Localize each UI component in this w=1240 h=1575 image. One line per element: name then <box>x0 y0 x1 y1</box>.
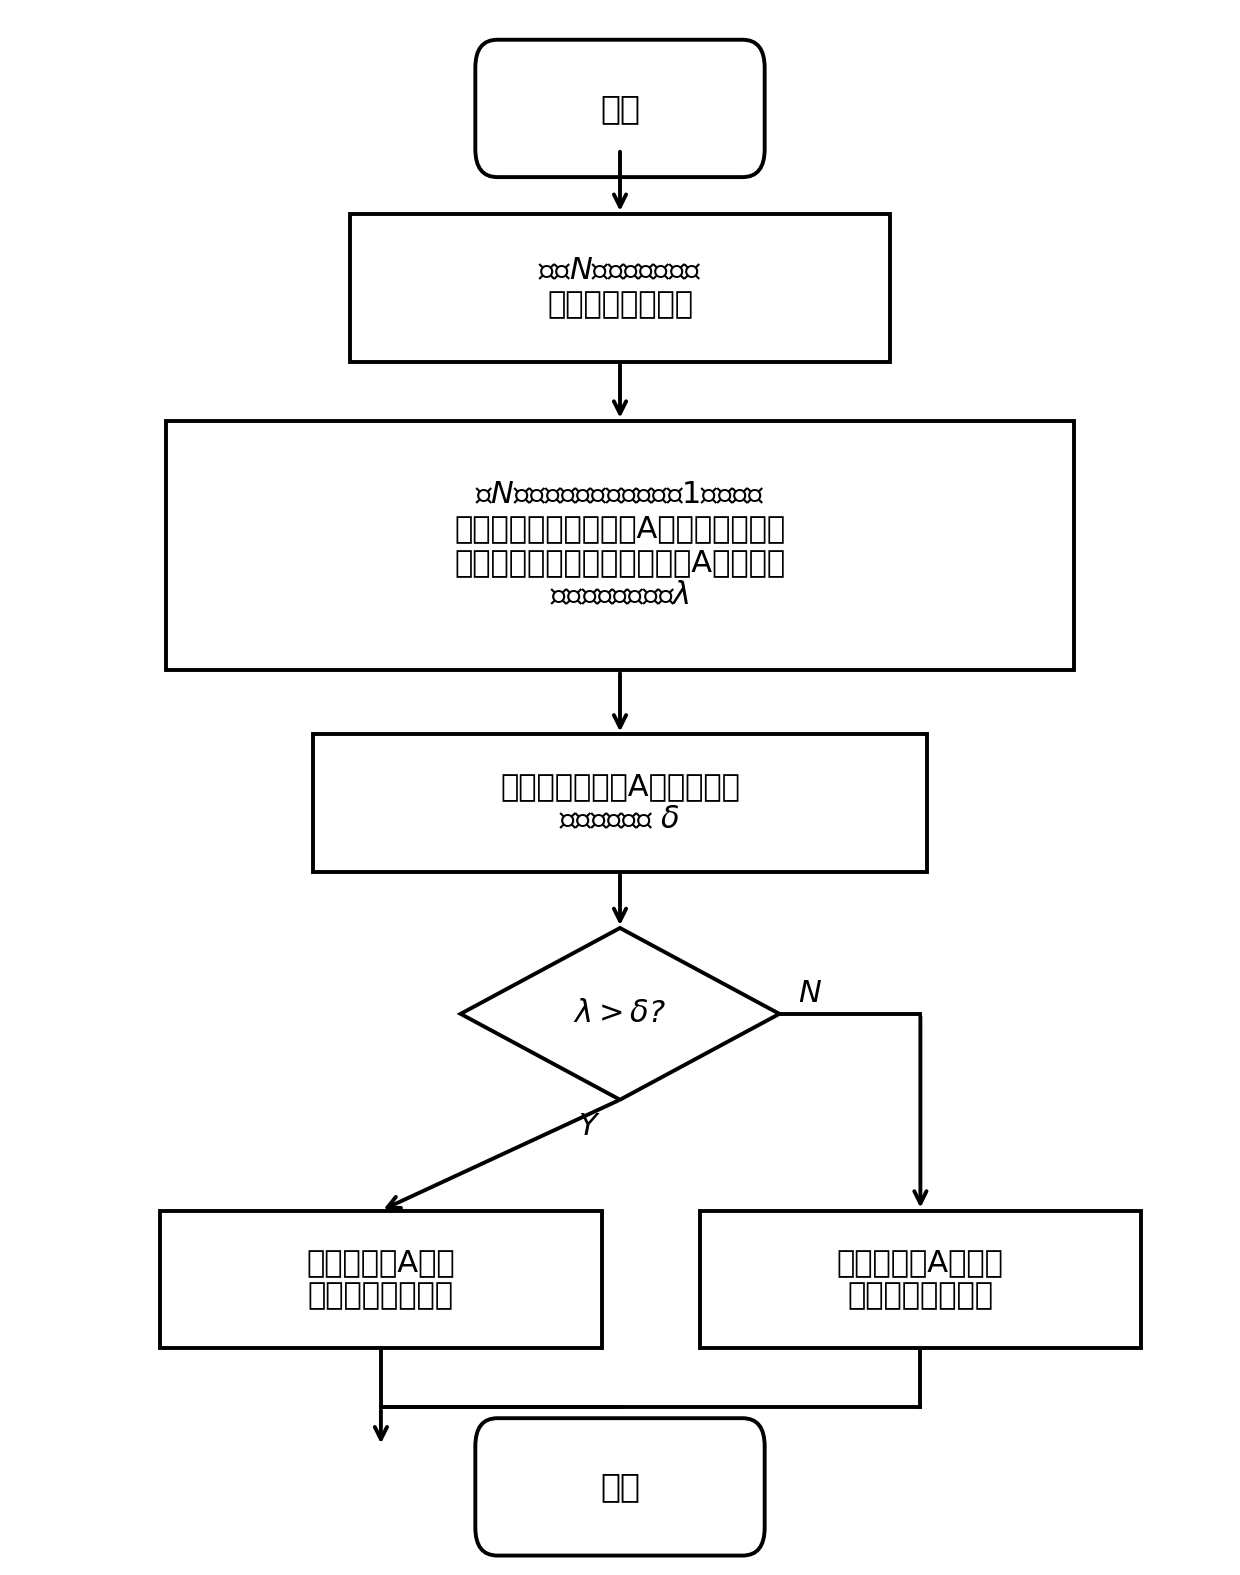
Text: Y: Y <box>578 1112 596 1140</box>
Text: 结束: 结束 <box>600 1471 640 1504</box>
Text: 并网逆变器A保持
运行在电流源模式: 并网逆变器A保持 运行在电流源模式 <box>306 1247 455 1310</box>
Text: 并网逆变器A自适应
切换到电压源模式: 并网逆变器A自适应 切换到电压源模式 <box>837 1247 1004 1310</box>
Text: $\lambda>\delta$?: $\lambda>\delta$? <box>573 1000 667 1028</box>
Text: 设置$N$台并网逆变器均
运行在电流源模式: 设置$N$台并网逆变器均 运行在电流源模式 <box>538 257 702 320</box>
Bar <box>160 1211 601 1348</box>
Bar <box>699 1211 1141 1348</box>
Text: 设置并网逆变器A的等效系统
短路比边界値 $\delta$: 设置并网逆变器A的等效系统 短路比边界値 $\delta$ <box>500 772 740 835</box>
Text: 从$N$台并网逆变器中任意选择1台并网逆
变器，记为并网逆变器A，启动系统短路
比检测算法，获得并网逆变器A的等效系
统短路比，并记为$\lambda$: 从$N$台并网逆变器中任意选择1台并网逆 变器，记为并网逆变器A，启动系统短路 … <box>454 480 786 611</box>
Polygon shape <box>460 928 780 1099</box>
Bar <box>166 421 1074 671</box>
FancyBboxPatch shape <box>475 1418 765 1556</box>
FancyBboxPatch shape <box>475 39 765 176</box>
Text: N: N <box>799 980 821 1008</box>
Bar <box>314 734 926 873</box>
Text: 开始: 开始 <box>600 91 640 124</box>
Bar <box>350 214 890 362</box>
